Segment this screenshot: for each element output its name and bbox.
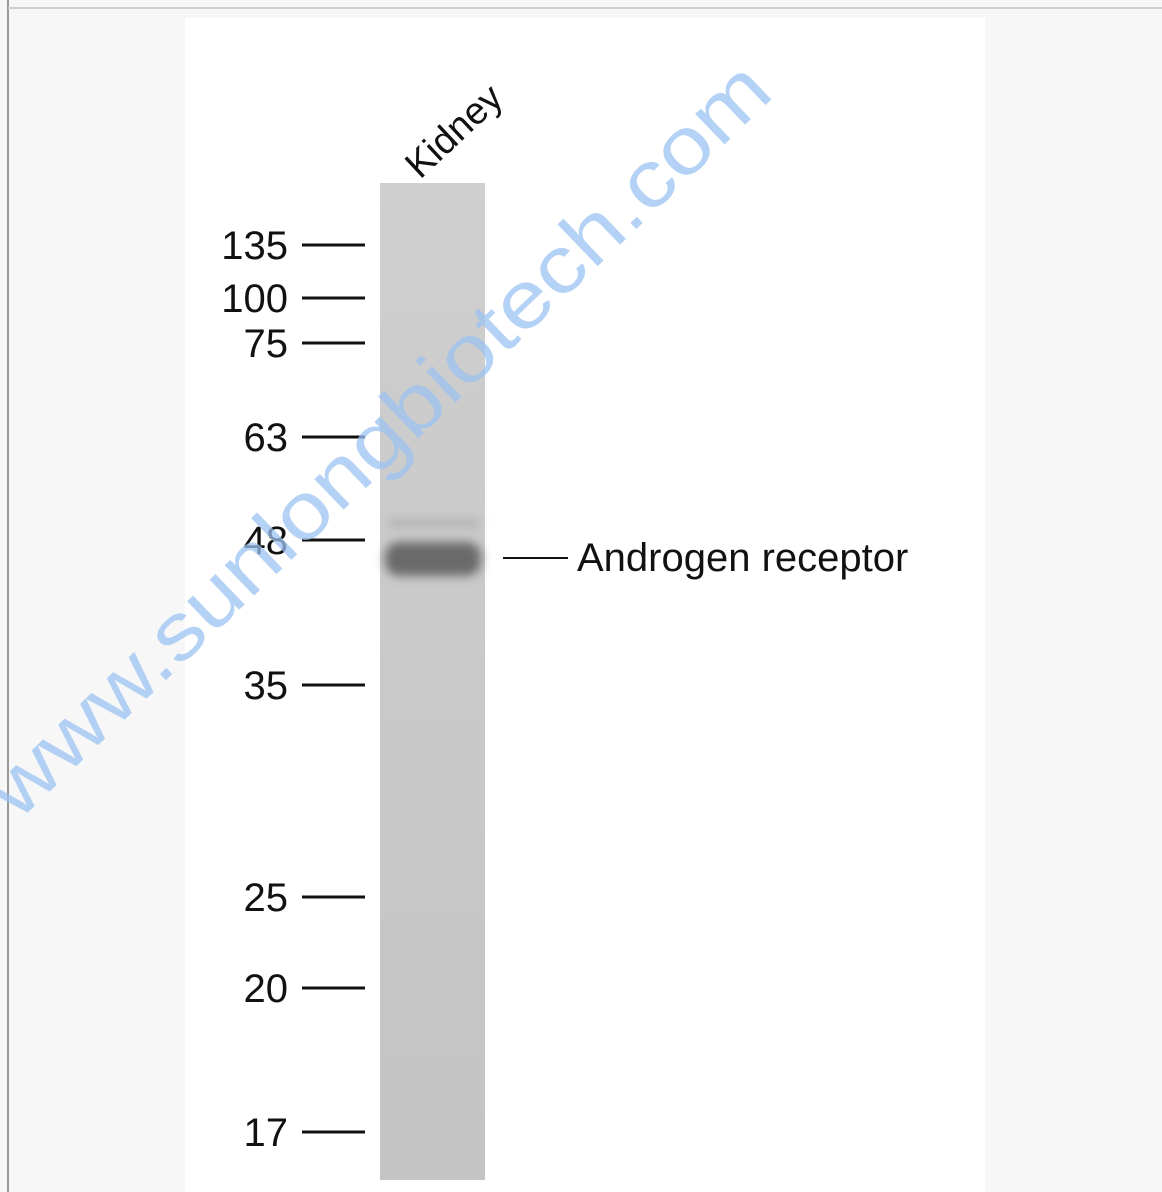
figure: Kidney Androgen receptor 135100756348352… bbox=[0, 0, 1162, 1192]
marker-label: 100 bbox=[221, 277, 288, 321]
marker-label: 25 bbox=[244, 876, 289, 920]
marker-label: 63 bbox=[244, 416, 289, 460]
marker-label: 35 bbox=[244, 664, 289, 708]
band-faint bbox=[388, 518, 480, 528]
marker-label: 20 bbox=[244, 967, 289, 1011]
band-label: Androgen receptor bbox=[577, 536, 908, 580]
marker-label: 75 bbox=[244, 322, 289, 366]
marker-label: 135 bbox=[221, 224, 288, 268]
page: {"figure": {"lane_label": "Kidney", "mar… bbox=[0, 0, 1162, 1192]
band bbox=[385, 542, 481, 576]
marker-label: 17 bbox=[244, 1111, 289, 1155]
